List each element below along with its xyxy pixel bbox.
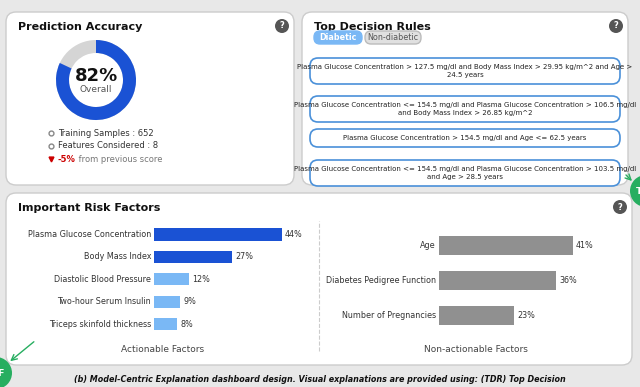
FancyBboxPatch shape	[314, 31, 362, 44]
Text: Diabetic: Diabetic	[319, 33, 356, 42]
Text: 82%: 82%	[74, 67, 118, 85]
Text: Prediction Accuracy: Prediction Accuracy	[18, 22, 142, 32]
FancyBboxPatch shape	[310, 96, 620, 122]
Text: ?: ?	[614, 22, 618, 31]
Text: Overall: Overall	[80, 86, 112, 94]
Text: 8%: 8%	[180, 320, 193, 329]
Text: Features Considered : 8: Features Considered : 8	[58, 142, 158, 151]
Text: Diabetes Pedigree Function: Diabetes Pedigree Function	[326, 276, 436, 285]
FancyBboxPatch shape	[6, 12, 294, 185]
Text: IRF: IRF	[0, 368, 4, 377]
Text: Two-hour Serum Insulin: Two-hour Serum Insulin	[58, 297, 151, 306]
Text: Plasma Glucose Concentration <= 154.5 mg/dl and Plasma Glucose Concentration > 1: Plasma Glucose Concentration <= 154.5 mg…	[294, 166, 636, 180]
Text: 9%: 9%	[183, 297, 196, 306]
Text: Triceps skinfold thickness: Triceps skinfold thickness	[49, 320, 151, 329]
Circle shape	[275, 19, 289, 33]
Text: TDR: TDR	[636, 187, 640, 195]
Wedge shape	[56, 40, 136, 120]
Text: 27%: 27%	[236, 252, 253, 262]
Text: 41%: 41%	[575, 241, 593, 250]
Circle shape	[613, 200, 627, 214]
Text: Top Decision Rules: Top Decision Rules	[314, 22, 431, 32]
FancyBboxPatch shape	[154, 296, 180, 308]
Text: ?: ?	[618, 202, 622, 212]
Text: Body Mass Index: Body Mass Index	[83, 252, 151, 262]
FancyBboxPatch shape	[6, 193, 632, 365]
Text: Training Samples : 652: Training Samples : 652	[58, 128, 154, 137]
FancyBboxPatch shape	[154, 273, 189, 286]
Text: Plasma Glucose Concentration <= 154.5 mg/dl and Plasma Glucose Concentration > 1: Plasma Glucose Concentration <= 154.5 mg…	[294, 102, 636, 116]
Text: (b) Model-Centric Explanation dashboard design. Visual explanations are provided: (b) Model-Centric Explanation dashboard …	[74, 375, 566, 384]
Circle shape	[609, 19, 623, 33]
Text: Plasma Glucose Concentration > 154.5 mg/dl and Age <= 62.5 years: Plasma Glucose Concentration > 154.5 mg/…	[343, 135, 587, 141]
Circle shape	[630, 175, 640, 207]
FancyBboxPatch shape	[154, 228, 282, 241]
FancyBboxPatch shape	[154, 251, 232, 263]
Text: Number of Pregnancies: Number of Pregnancies	[342, 310, 436, 320]
Text: Age: Age	[420, 241, 436, 250]
Text: ?: ?	[280, 22, 284, 31]
Circle shape	[0, 357, 12, 387]
FancyBboxPatch shape	[310, 160, 620, 186]
FancyBboxPatch shape	[310, 129, 620, 147]
Text: from previous score: from previous score	[76, 154, 163, 163]
Text: 44%: 44%	[285, 230, 302, 239]
FancyBboxPatch shape	[439, 271, 556, 290]
Text: Actionable Factors: Actionable Factors	[121, 344, 204, 353]
Text: Diastolic Blood Pressure: Diastolic Blood Pressure	[54, 275, 151, 284]
FancyBboxPatch shape	[154, 318, 177, 330]
Text: Plasma Glucose Concentration: Plasma Glucose Concentration	[28, 230, 151, 239]
Text: -5%: -5%	[58, 154, 76, 163]
FancyBboxPatch shape	[439, 236, 573, 255]
Wedge shape	[56, 40, 136, 120]
FancyBboxPatch shape	[365, 31, 421, 44]
Text: Non-actionable Factors: Non-actionable Factors	[424, 344, 527, 353]
Text: 12%: 12%	[192, 275, 210, 284]
Text: Non-diabetic: Non-diabetic	[367, 33, 419, 42]
Text: 36%: 36%	[559, 276, 577, 285]
Text: Important Risk Factors: Important Risk Factors	[18, 203, 161, 213]
FancyBboxPatch shape	[302, 12, 628, 185]
Text: 23%: 23%	[517, 310, 535, 320]
Text: Plasma Glucose Concentration > 127.5 mg/dl and Body Mass Index > 29.95 kg/m^2 an: Plasma Glucose Concentration > 127.5 mg/…	[298, 64, 632, 78]
FancyBboxPatch shape	[439, 305, 514, 325]
FancyBboxPatch shape	[310, 58, 620, 84]
